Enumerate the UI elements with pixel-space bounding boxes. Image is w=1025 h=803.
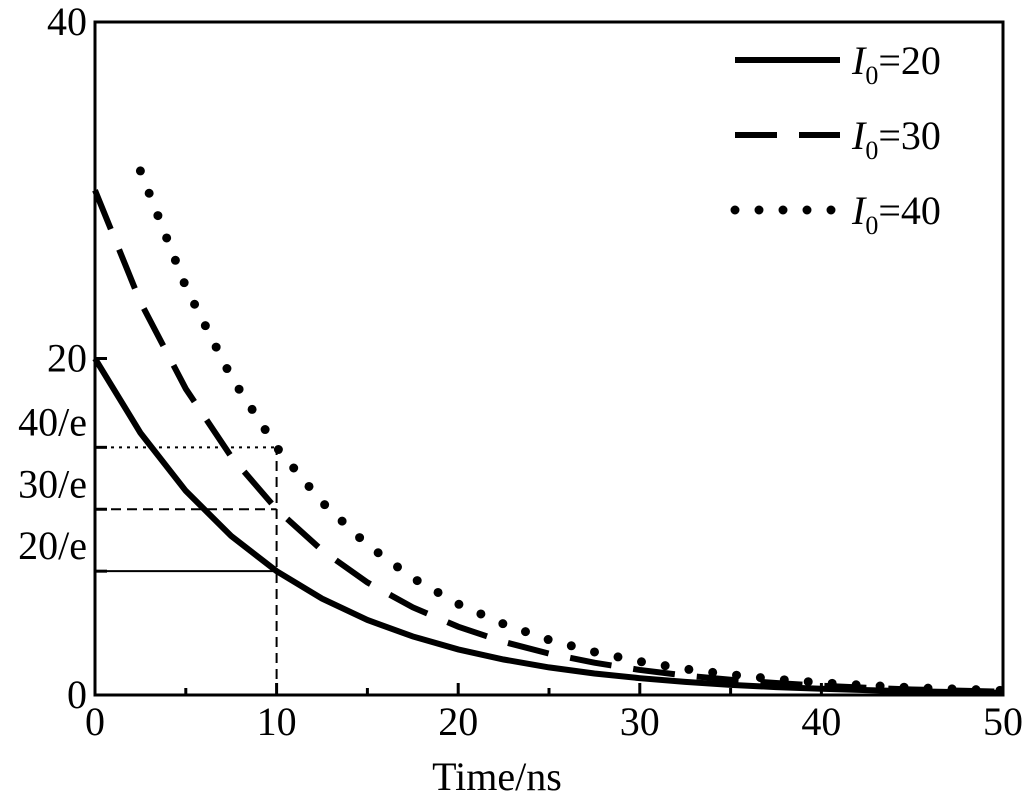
plot-frame	[93, 20, 1005, 697]
y-tick-label: 0	[67, 672, 87, 717]
y-tick-label: 40/e	[18, 399, 87, 444]
y-tick-label: 20/e	[18, 523, 87, 568]
series-line	[135, 166, 1008, 695]
legend-label: I0=30	[851, 113, 941, 165]
series-line	[92, 189, 1004, 695]
y-tick-label: 40	[47, 0, 87, 44]
x-tick-label: 10	[257, 699, 297, 744]
x-tick-label: 30	[620, 699, 660, 744]
y-tick-label: 30/e	[18, 461, 87, 506]
x-tick-label: 50	[983, 699, 1023, 744]
x-axis-label: Time/ns	[432, 754, 562, 798]
x-tick-label: 20	[438, 699, 478, 744]
x-tick-label: 0	[85, 699, 105, 744]
y-tick-label: 20	[47, 336, 87, 381]
legend-label: I0=40	[851, 188, 941, 240]
legend-label: I0=20	[851, 38, 941, 90]
x-tick-label: 40	[801, 699, 841, 744]
